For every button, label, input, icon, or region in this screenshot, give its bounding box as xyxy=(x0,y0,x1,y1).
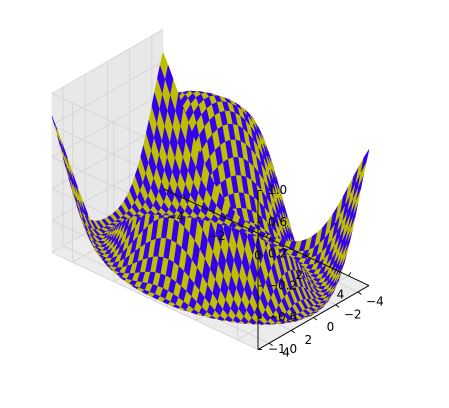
x-tick-label-1: −2 xyxy=(208,229,226,243)
x-tick-mark-3 xyxy=(306,252,311,257)
y-tick-label-3: 2 xyxy=(304,333,312,347)
z-tick-label-3: 0.2 xyxy=(268,247,287,261)
x-tick-mark-4 xyxy=(348,272,352,277)
z-tick-label-2: −0.2 xyxy=(268,278,297,292)
y-tick-label-1: −2 xyxy=(344,307,362,321)
x-tick-mark-0 xyxy=(183,194,187,199)
x-tick-label-2: 0 xyxy=(254,249,262,263)
surface-face-1599 xyxy=(360,149,370,172)
z-tick-label-0: −1.0 xyxy=(268,342,297,356)
x-tick-label-0: −4 xyxy=(167,210,185,224)
surface-mesh xyxy=(51,52,370,325)
grid-z-left-3 xyxy=(51,92,164,158)
grid-z-left-5 xyxy=(51,29,164,94)
grid-z-back-0 xyxy=(51,252,259,350)
y-tick-mark-1 xyxy=(335,304,340,308)
y-tick-mark-4 xyxy=(268,342,273,347)
z-tick-label-1: −0.6 xyxy=(268,310,297,324)
y-tick-label-2: 0 xyxy=(327,320,335,334)
x-tick-mark-1 xyxy=(224,213,228,218)
z-tick-label-5: 1.0 xyxy=(268,183,287,197)
y-tick-mark-2 xyxy=(313,317,318,321)
grid-z-left-4 xyxy=(51,60,164,126)
x-tick-label-3: 2 xyxy=(295,268,303,282)
x-tick-mark-2 xyxy=(265,233,269,238)
y-tick-label-0: −4 xyxy=(366,295,384,309)
x-tick-label-4: 4 xyxy=(337,287,345,301)
y-tick-label-4: 4 xyxy=(282,346,290,360)
z-tick-label-4: 0.6 xyxy=(268,215,287,229)
y-tick-mark-3 xyxy=(291,329,296,334)
y-tick-mark-0 xyxy=(357,291,362,295)
